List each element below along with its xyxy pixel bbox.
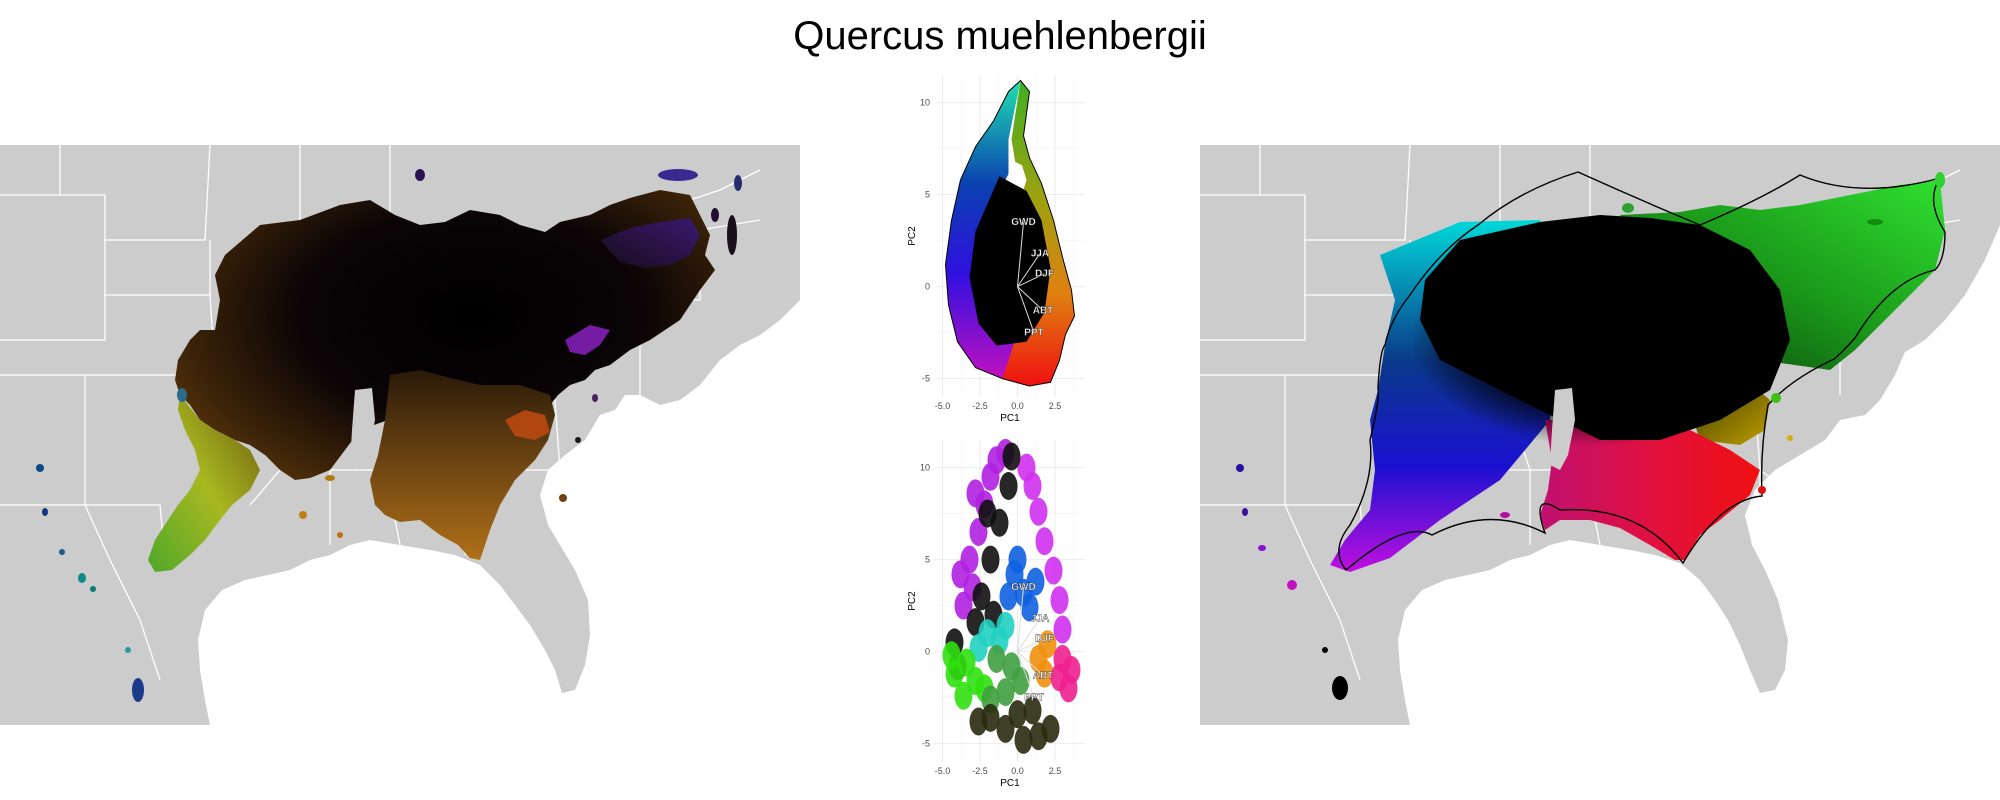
hull-outline [1338, 171, 1946, 571]
hull-core-fade [1390, 230, 1800, 470]
point-clusters [942, 438, 1081, 754]
hull-outline [944, 79, 1076, 387]
point-cluster [1035, 659, 1054, 688]
loading-arrow-djf [1017, 273, 1045, 288]
river-gap-left [350, 388, 375, 470]
loading-label-jja: JJA [1031, 248, 1049, 259]
point-cluster [1008, 545, 1027, 574]
range-left-south [370, 370, 555, 560]
point-cluster [1011, 667, 1030, 696]
point-cluster [1038, 630, 1057, 659]
y-axis-title: PC2 [907, 226, 918, 246]
point-cluster [942, 641, 961, 670]
loading-arrow-ppt [1017, 651, 1035, 698]
point-cluster [1062, 656, 1081, 684]
x-tick-label: 2.5 [1049, 401, 1062, 411]
range-left-northeast [600, 218, 700, 268]
map-left [0, 145, 800, 725]
loading-label-abt: ABT [1033, 671, 1054, 682]
loading-label-gwd: GWD [1011, 582, 1035, 593]
river-gap-right [1550, 388, 1575, 470]
point-cluster [1029, 497, 1048, 526]
y-axis-title: PC2 [907, 591, 918, 611]
x-tick-label: 0.0 [1011, 766, 1024, 776]
y-tick-label: -5 [922, 739, 930, 749]
point-cluster [1017, 453, 1036, 482]
loading-label-ppt: PPT [1024, 693, 1043, 704]
cloud-core [969, 176, 1051, 346]
axis-ticks: -5.0 -2.5 0.0 2.5 -5 0 5 10 [920, 463, 1061, 776]
x-tick-label: -5.0 [935, 401, 951, 411]
axis-ticks: -5.0 -2.5 0.0 2.5 -5 0 5 10 [920, 98, 1061, 411]
point-cluster [1023, 696, 1042, 725]
point-cluster [1050, 586, 1069, 615]
point-cluster [969, 707, 988, 736]
point-cluster [999, 582, 1018, 611]
map-right [1200, 145, 2000, 725]
point-cluster [1002, 442, 1021, 471]
loading-label-djf: DJF [1035, 269, 1054, 280]
x-axis-title: PC1 [1000, 413, 1020, 424]
loading-vectors: GWD JJA DJF ABT PPT [1011, 582, 1054, 704]
point-cluster [1014, 725, 1033, 754]
point-cluster [999, 472, 1018, 500]
range-left-orange-patch [505, 410, 550, 440]
x-axis-title: PC1 [1000, 778, 1020, 789]
x-tick-label: -2.5 [972, 766, 988, 776]
point-cluster [1035, 527, 1054, 556]
loading-vectors: GWD JJA DJF ABT PPT [1011, 217, 1054, 339]
page-title: Quercus muehlenbergii [793, 14, 1207, 58]
loading-arrow-jja [1017, 253, 1041, 287]
outlier-patches-right [1236, 172, 1945, 700]
biplot-bottom: GWD JJA DJF ABT PPT -5.0 -2.5 0.0 2.5 -5 0 5 10 PC1… [907, 438, 1085, 789]
loading-arrow-ppt [1017, 286, 1035, 333]
point-cluster [972, 582, 991, 611]
loading-arrow-gwd [1017, 587, 1024, 652]
point-cluster [951, 560, 970, 589]
y-tick-label: 10 [920, 463, 930, 473]
point-cluster [987, 644, 1006, 673]
loading-label-gwd: GWD [1011, 217, 1035, 228]
loading-label-djf: DJF [1035, 634, 1054, 645]
point-cluster [1020, 593, 1039, 622]
x-tick-label: 2.5 [1049, 766, 1062, 776]
point-cluster [966, 479, 985, 508]
loading-arrow-abt [1017, 286, 1044, 311]
x-tick-label: -2.5 [972, 401, 988, 411]
point-cluster [1026, 567, 1045, 596]
point-cluster [1053, 615, 1072, 644]
loading-label-abt: ABT [1033, 306, 1054, 317]
biplot-top: GWD JJA DJF ABT PPT -5.0 -2.5 0.0 2.5 -5 0 5 10 PC1… [907, 75, 1085, 424]
range-left-southwest [148, 395, 260, 572]
point-cluster [978, 499, 997, 528]
point-cluster [996, 611, 1015, 640]
loading-arrow-abt [1017, 651, 1044, 676]
y-tick-label: 5 [925, 190, 930, 200]
loading-label-ppt: PPT [1024, 328, 1043, 339]
x-tick-label: -5.0 [935, 766, 951, 776]
point-cluster [1008, 700, 1027, 729]
point-cluster [954, 591, 973, 620]
point-cluster [1044, 556, 1063, 585]
range-left-core [175, 190, 715, 520]
y-tick-label: 5 [925, 555, 930, 565]
loading-arrow-djf [1017, 638, 1045, 653]
point-cluster [1041, 714, 1060, 743]
y-tick-label: 0 [925, 282, 930, 292]
outlier-patches-left [36, 169, 742, 702]
point-cluster [954, 681, 973, 710]
y-tick-label: 10 [920, 98, 930, 108]
loading-arrow-jja [1017, 618, 1041, 652]
point-cluster [981, 545, 1000, 574]
range-left-violet [565, 325, 610, 355]
y-tick-label: -5 [922, 374, 930, 384]
y-tick-label: 0 [925, 647, 930, 657]
loading-arrow-gwd [1017, 222, 1024, 287]
point-cluster [996, 678, 1015, 707]
loading-label-jja: JJA [1031, 613, 1049, 624]
x-tick-label: 0.0 [1011, 401, 1024, 411]
